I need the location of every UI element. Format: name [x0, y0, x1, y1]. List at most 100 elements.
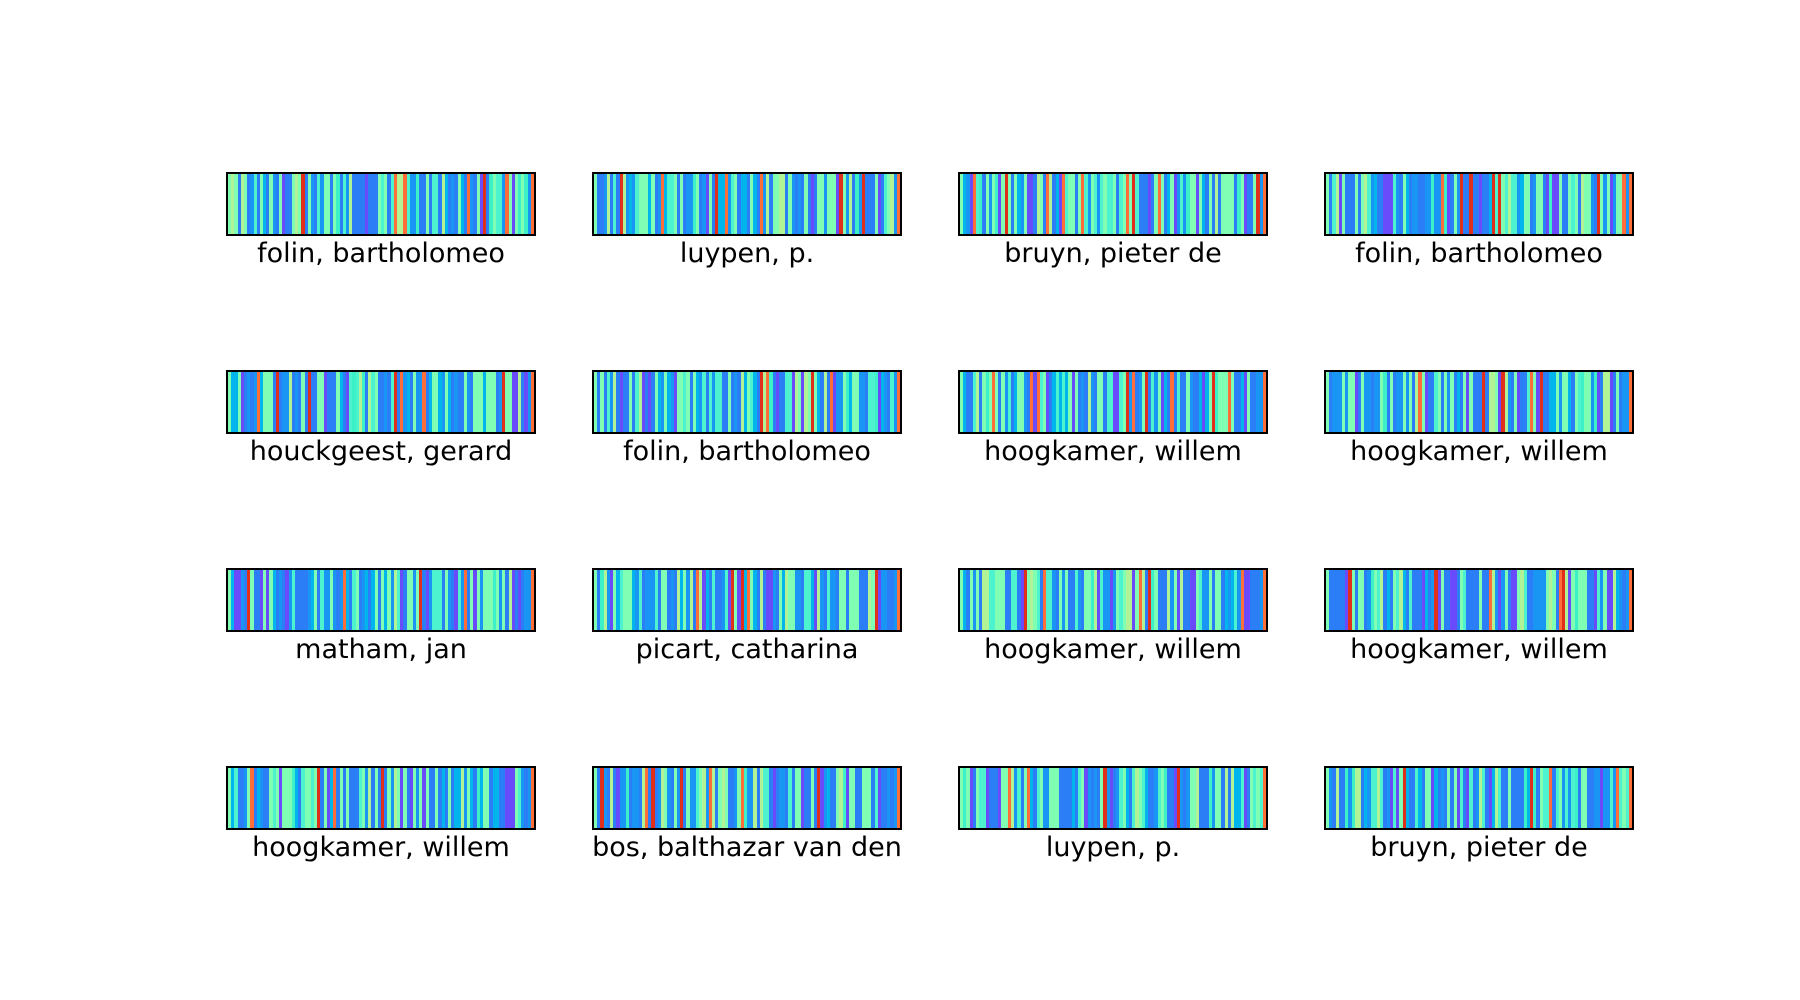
- barcode-stripe: [263, 570, 267, 630]
- barcode-stripe: [298, 372, 302, 432]
- barcode-strip: [592, 568, 902, 632]
- barcode-stripe: [660, 768, 665, 828]
- barcode-stripe: [1479, 768, 1483, 828]
- barcode-stripe: [782, 570, 786, 630]
- barcode-stripe: [817, 372, 821, 432]
- barcode-stripe: [441, 372, 445, 432]
- barcode-stripe: [301, 372, 305, 432]
- barcode-stripe: [314, 372, 318, 432]
- barcode-stripe: [1345, 570, 1349, 630]
- barcode-stripe: [1189, 174, 1193, 234]
- barcode-stripe: [1065, 372, 1069, 432]
- barcode-stripe: [1354, 174, 1358, 234]
- barcode-stripe: [855, 372, 859, 432]
- barcode-stripe: [606, 768, 610, 828]
- barcode-stripe: [406, 372, 410, 432]
- barcode-stripe: [365, 372, 369, 432]
- barcode-stripe: [250, 174, 254, 234]
- barcode-stripe: [243, 768, 248, 828]
- barcode-stripe: [798, 174, 802, 234]
- barcode-stripe: [1001, 174, 1005, 234]
- barcode-stripe: [1466, 768, 1470, 828]
- barcode-stripe: [979, 372, 983, 432]
- barcode-stripe: [702, 768, 706, 828]
- barcode-stripe: [266, 768, 270, 828]
- barcode-stripe: [855, 768, 859, 828]
- barcode-stripe: [632, 768, 636, 828]
- barcode-stripe: [737, 570, 741, 630]
- barcode-stripe: [849, 174, 853, 234]
- barcode-strip: [592, 172, 902, 236]
- barcode-stripe: [1421, 372, 1425, 432]
- barcode-stripe: [307, 768, 311, 828]
- barcode-stripe: [676, 768, 681, 828]
- barcode-stripe: [473, 372, 477, 432]
- barcode-stripe: [743, 372, 747, 432]
- barcode-stripe: [483, 768, 487, 828]
- barcode-stripe: [387, 570, 391, 630]
- barcode-stripe: [1504, 174, 1508, 234]
- barcode-stripe: [975, 768, 980, 828]
- barcode-stripe: [1501, 372, 1505, 432]
- barcode-stripe: [1440, 174, 1444, 234]
- barcode-stripe: [721, 570, 725, 630]
- barcode-stripe: [1399, 768, 1403, 828]
- barcode-stripe: [1370, 570, 1374, 630]
- barcode-stripe: [1348, 570, 1352, 630]
- barcode-stripe: [632, 174, 636, 234]
- barcode-stripe: [1383, 768, 1387, 828]
- barcode-stripe: [896, 570, 900, 630]
- barcode-stripe: [715, 768, 719, 828]
- barcode-stripe: [1237, 372, 1241, 432]
- barcode-stripe: [1545, 372, 1550, 432]
- barcode-stripe: [829, 570, 834, 630]
- barcode-stripe: [966, 174, 970, 234]
- barcode-stripe: [521, 174, 525, 234]
- barcode-stripe: [435, 174, 439, 234]
- barcode-stripe: [1447, 768, 1451, 828]
- barcode-stripe: [641, 768, 645, 828]
- barcode-stripe: [782, 768, 786, 828]
- barcode-stripe: [778, 174, 783, 234]
- barcode-stripe: [1055, 768, 1059, 828]
- barcode-stripe: [1227, 372, 1231, 432]
- barcode-stripe: [1488, 372, 1492, 432]
- barcode-stripe: [731, 372, 735, 432]
- barcode-stripe: [1240, 768, 1244, 828]
- barcode-stripe: [451, 570, 455, 630]
- barcode-strip: [958, 568, 1268, 632]
- barcode-stripe: [1132, 768, 1136, 828]
- barcode-stripe: [686, 372, 690, 432]
- barcode-stripe: [272, 174, 276, 234]
- barcode-stripe: [1488, 174, 1492, 234]
- barcode-stripe: [1246, 174, 1251, 234]
- barcode-stripe: [1125, 372, 1129, 432]
- barcode-stripe: [1549, 768, 1553, 828]
- barcode-stripe: [1332, 372, 1336, 432]
- barcode-stripe: [371, 768, 375, 828]
- barcode-stripe: [492, 372, 496, 432]
- barcode-stripe: [1469, 174, 1473, 234]
- barcode-stripe: [833, 174, 837, 234]
- barcode-stripe: [629, 372, 633, 432]
- barcode-stripe: [775, 570, 779, 630]
- barcode-stripe: [1571, 372, 1575, 432]
- barcode-stripe: [960, 174, 964, 234]
- barcode-stripe: [269, 174, 273, 234]
- barcode-stripe: [1361, 372, 1365, 432]
- barcode-stripe: [390, 372, 394, 432]
- barcode-stripe: [396, 372, 401, 432]
- barcode-stripe: [288, 768, 292, 828]
- barcode-stripe: [1533, 768, 1537, 828]
- barcode-stripe: [1141, 372, 1145, 432]
- barcode-stripe: [982, 174, 986, 234]
- barcode-stripe: [1367, 174, 1371, 234]
- barcode-stripe: [759, 174, 763, 234]
- barcode-stripe: [240, 372, 244, 432]
- barcode-stripe: [740, 570, 744, 630]
- barcode-stripe: [1039, 768, 1043, 828]
- barcode-stripe: [1122, 570, 1126, 630]
- barcode-stripe: [323, 174, 327, 234]
- barcode-stripe: [874, 570, 878, 630]
- barcode-stripe: [505, 570, 509, 630]
